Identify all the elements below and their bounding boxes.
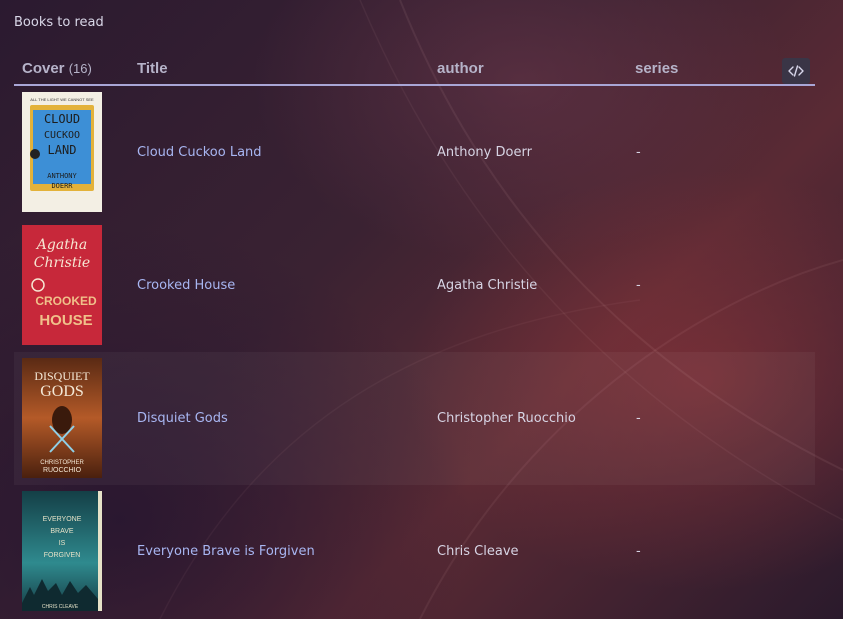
book-author: Agatha Christie	[437, 278, 538, 293]
book-title-link[interactable]: Cloud Cuckoo Land	[137, 145, 262, 160]
column-header-title[interactable]: Title	[137, 60, 168, 77]
book-cover-image[interactable]: ALL THE LIGHT WE CANNOT SEE CLOUD CUCKOO…	[22, 92, 102, 212]
column-header-cover-count: (16)	[68, 61, 92, 76]
column-header-series[interactable]: series	[635, 60, 679, 77]
column-header-cover-label: Cover	[22, 60, 65, 77]
column-header-author[interactable]: author	[437, 60, 484, 77]
book-series: -	[636, 544, 641, 559]
svg-text:ANTHONY: ANTHONY	[47, 172, 77, 180]
view-source-button[interactable]	[782, 58, 810, 84]
book-author: Christopher Ruocchio	[437, 411, 576, 426]
svg-text:Christie: Christie	[34, 255, 90, 271]
book-cover-image[interactable]: EVERYONE BRAVE IS FORGIVEN CHRIS CLEAVE	[22, 491, 102, 611]
book-author: Chris Cleave	[437, 544, 519, 559]
book-cover-image[interactable]: Agatha Christie CROOKED HOUSE	[22, 225, 102, 345]
svg-text:GODS: GODS	[40, 383, 84, 400]
book-cover-image[interactable]: DISQUIET GODS CHRISTOPHER RUOCCHIO	[22, 358, 102, 478]
code-icon	[788, 65, 804, 77]
table-row: ALL THE LIGHT WE CANNOT SEE CLOUD CUCKOO…	[14, 86, 815, 219]
table-header: Cover (16) Title author series	[14, 52, 815, 86]
column-header-cover[interactable]: Cover (16)	[22, 60, 92, 77]
svg-text:DISQUIET: DISQUIET	[34, 369, 90, 383]
svg-text:ALL THE LIGHT WE CANNOT SEE: ALL THE LIGHT WE CANNOT SEE	[30, 97, 94, 102]
table-row: DISQUIET GODS CHRISTOPHER RUOCCHIO Disqu…	[14, 352, 815, 485]
svg-text:CUCKOO: CUCKOO	[44, 130, 80, 141]
table-row: Agatha Christie CROOKED HOUSE Crooked Ho…	[14, 219, 815, 352]
books-table: Cover (16) Title author series ALL THE L…	[14, 52, 815, 618]
svg-text:EVERYONE: EVERYONE	[43, 516, 82, 523]
svg-text:CHRIS CLEAVE: CHRIS CLEAVE	[42, 604, 79, 610]
svg-text:Agatha: Agatha	[35, 237, 87, 253]
book-series: -	[636, 411, 641, 426]
book-series: -	[636, 278, 641, 293]
svg-text:HOUSE: HOUSE	[39, 312, 92, 329]
svg-text:RUOCCHIO: RUOCCHIO	[43, 467, 82, 474]
svg-text:DOERR: DOERR	[51, 182, 73, 190]
book-title-link[interactable]: Crooked House	[137, 278, 236, 293]
svg-text:LAND: LAND	[48, 143, 77, 157]
svg-text:IS: IS	[59, 540, 66, 547]
svg-text:FORGIVEN: FORGIVEN	[44, 552, 81, 559]
svg-text:CLOUD: CLOUD	[44, 112, 80, 126]
book-title-link[interactable]: Disquiet Gods	[137, 411, 228, 426]
book-author: Anthony Doerr	[437, 145, 532, 160]
book-series: -	[636, 145, 641, 160]
svg-text:CHRISTOPHER: CHRISTOPHER	[40, 460, 84, 466]
svg-text:BRAVE: BRAVE	[50, 528, 74, 535]
svg-text:CROOKED: CROOKED	[35, 294, 97, 308]
book-title-link[interactable]: Everyone Brave is Forgiven	[137, 544, 315, 559]
table-row: EVERYONE BRAVE IS FORGIVEN CHRIS CLEAVE …	[14, 485, 815, 618]
page-title: Books to read	[14, 15, 104, 30]
